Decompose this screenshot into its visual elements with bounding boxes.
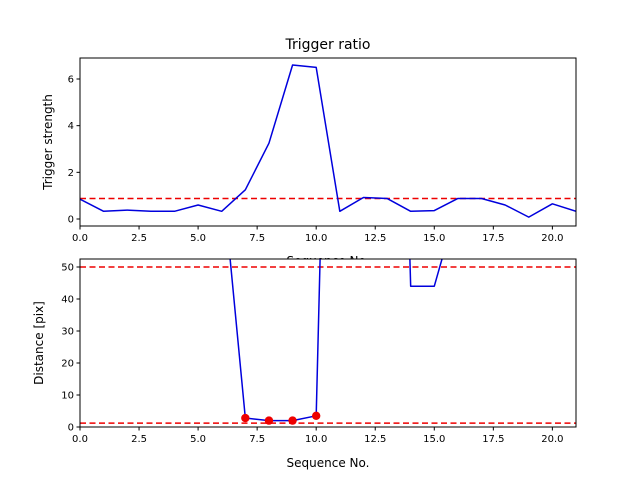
data-point-marker-2 — [288, 416, 297, 425]
x-tick-label: 17.5 — [482, 233, 504, 244]
distance-plot-background — [80, 259, 576, 427]
data-point-marker-1 — [264, 416, 274, 425]
x-tick-label: 12.5 — [364, 434, 386, 445]
data-point-marker-3 — [311, 411, 321, 420]
y-tick-label: 0 — [68, 215, 74, 226]
distance-y-axis-label: Distance [pix] — [32, 301, 46, 385]
y-tick-label: 40 — [61, 295, 74, 306]
distance-y-ticks: 0 10 20 30 40 50 — [61, 263, 80, 434]
x-tick-label: 2.5 — [131, 434, 147, 445]
x-tick-label: 7.5 — [249, 233, 265, 244]
series-line-0 — [80, 64, 576, 218]
trigger-x-ticks: 0.0 2.5 5.0 7.5 10.0 12.5 15.0 17.5 20.0 — [72, 226, 564, 244]
y-tick-label: 2 — [68, 168, 74, 179]
trigger-y-ticks: 0 2 4 6 — [68, 75, 80, 226]
x-tick-label: 5.0 — [190, 233, 206, 244]
trigger-plot-title: Trigger ratio — [284, 37, 370, 53]
y-tick-label: 20 — [61, 359, 74, 370]
y-tick-label: 30 — [61, 327, 74, 338]
trigger-plot-frame — [79, 57, 577, 227]
distance-plot: 0.0 2.5 5.0 7.5 10.0 12.5 15.0 17.5 20.0 0 10 20 30… — [32, 258, 577, 470]
x-tick-label: 15.0 — [423, 233, 445, 244]
series-line-0 — [229, 259, 443, 422]
x-tick-label: 17.5 — [482, 434, 504, 445]
y-tick-label: 50 — [61, 263, 74, 274]
y-tick-label: 4 — [68, 121, 74, 132]
trigger-series — [80, 64, 576, 218]
distance-threshold-lines — [80, 266, 576, 424]
x-tick-label: 0.0 — [72, 233, 88, 244]
x-tick-label: 10.0 — [305, 434, 327, 445]
trigger-y-axis-label: Trigger strength — [41, 94, 55, 191]
distance-markers — [241, 411, 321, 425]
y-tick-label: 0 — [68, 423, 74, 434]
x-tick-label: 7.5 — [249, 434, 265, 445]
distance-x-axis-label: Sequence No. — [287, 456, 370, 470]
x-tick-label: 0.0 — [72, 434, 88, 445]
x-tick-label: 12.5 — [364, 233, 386, 244]
x-tick-label: 20.0 — [541, 434, 563, 445]
x-tick-label: 2.5 — [131, 233, 147, 244]
distance-series — [229, 259, 443, 422]
x-tick-label: 5.0 — [190, 434, 206, 445]
distance-x-ticks: 0.0 2.5 5.0 7.5 10.0 12.5 15.0 17.5 20.0 — [72, 427, 564, 445]
y-tick-label: 6 — [68, 75, 74, 86]
y-tick-label: 10 — [61, 391, 74, 402]
x-tick-label: 15.0 — [423, 434, 445, 445]
distance-plot-frame — [79, 258, 577, 428]
x-tick-label: 10.0 — [305, 233, 327, 244]
data-point-marker-0 — [241, 413, 250, 423]
x-tick-label: 20.0 — [541, 233, 563, 244]
